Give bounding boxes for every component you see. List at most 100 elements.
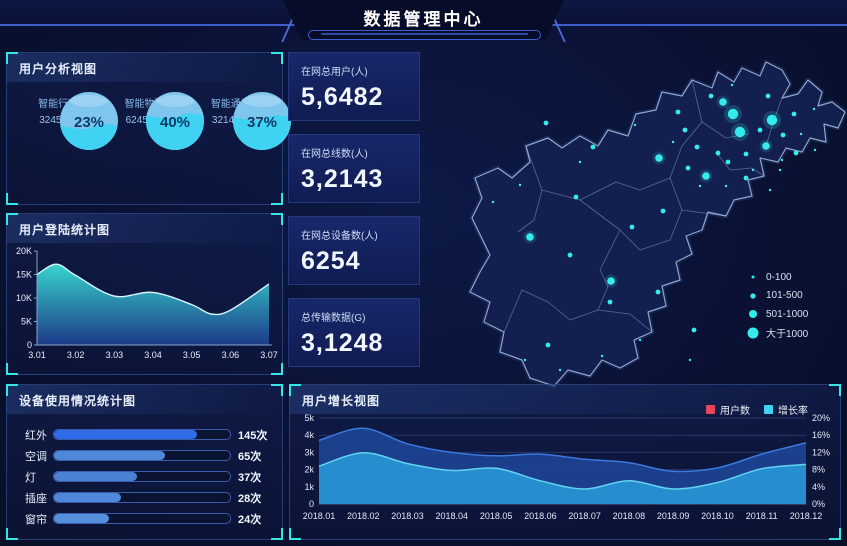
device-bar-fill — [54, 493, 121, 502]
svg-text:3.04: 3.04 — [144, 350, 162, 360]
stat-label: 在网总用户(人) — [301, 67, 368, 78]
device-bar-fill — [54, 514, 109, 523]
svg-text:4%: 4% — [812, 482, 825, 492]
map-dot — [688, 358, 692, 362]
stat-card: 总传输数据(G) 3,1248 — [288, 298, 420, 367]
device-bar-track — [53, 429, 231, 440]
device-usage-bars: 红外 145次 空调 65次灯 37次 插座 28次 窗帘 24次 — [7, 414, 282, 529]
device-bar-value: 65次 — [238, 450, 262, 463]
corner-decoration — [6, 528, 18, 540]
map-dot — [757, 127, 763, 133]
map-legend-dot-icon — [749, 310, 757, 319]
map-dot — [573, 194, 579, 200]
map-dot — [793, 150, 799, 156]
device-bar-value: 24次 — [238, 513, 262, 526]
svg-text:2018.04: 2018.04 — [436, 511, 469, 521]
map-legend-item: 大于1000 — [746, 324, 808, 343]
svg-text:3.01: 3.01 — [28, 350, 46, 360]
svg-text:2018.01: 2018.01 — [303, 511, 336, 521]
svg-text:0: 0 — [27, 340, 32, 350]
map-dot — [727, 108, 739, 120]
map-dot — [578, 160, 582, 164]
svg-text:2018.03: 2018.03 — [391, 511, 424, 521]
map-dot — [694, 144, 700, 150]
header-decoration-inner — [321, 33, 528, 35]
map-dot — [791, 111, 797, 117]
device-bar-track — [53, 513, 231, 524]
map-dot — [633, 123, 637, 127]
gauge-count: 32451人 — [39, 115, 78, 126]
svg-text:8%: 8% — [812, 465, 825, 475]
svg-text:20%: 20% — [812, 413, 830, 423]
corner-decoration — [289, 384, 301, 396]
device-bar-label: 红外 — [25, 429, 47, 442]
map-dot — [682, 127, 688, 133]
device-bar-label: 插座 — [25, 492, 47, 505]
stat-card: 在网总用户(人) 5,6482 — [288, 52, 420, 121]
legend-swatch — [706, 405, 715, 414]
device-bar-row: 窗帘 24次 — [25, 508, 282, 529]
svg-text:1k: 1k — [304, 482, 314, 492]
map-dot — [607, 277, 615, 285]
corner-decoration — [271, 193, 283, 205]
device-bar-track — [53, 492, 231, 503]
svg-text:40%: 40% — [160, 114, 190, 131]
legend-item: 用户数 — [706, 402, 750, 417]
svg-text:2018.05: 2018.05 — [480, 511, 513, 521]
liquid-gauge-chart: 40% — [146, 92, 205, 150]
device-bar-row: 灯 37次 — [25, 466, 282, 487]
stat-value: 3,2143 — [301, 165, 384, 193]
map-dot — [685, 165, 691, 171]
map-dot — [543, 120, 549, 126]
map-dot — [765, 93, 771, 99]
svg-text:20K: 20K — [16, 246, 32, 256]
svg-text:2018.10: 2018.10 — [701, 511, 734, 521]
map-dot — [708, 93, 714, 99]
map-legend-dot-icon — [751, 275, 755, 279]
stat-label: 总传输数据(G) — [301, 313, 366, 324]
svg-text:3.02: 3.02 — [67, 350, 85, 360]
header-decoration — [308, 30, 541, 40]
device-bar-label: 灯 — [25, 471, 36, 484]
liquid-gauge: 37% 智能通讯 32145人 — [191, 90, 291, 150]
map-outline — [469, 61, 846, 387]
map-dot — [743, 175, 749, 181]
svg-text:15K: 15K — [16, 270, 32, 280]
map-dot — [743, 151, 749, 157]
panel-title-user-growth: 用户增长视图 — [290, 385, 840, 414]
map-dot — [698, 184, 702, 188]
svg-text:5K: 5K — [21, 317, 32, 327]
map-dot — [724, 184, 728, 188]
svg-text:37%: 37% — [247, 114, 277, 131]
map-scatter-dots — [491, 83, 817, 372]
stats-cards: 在网总用户(人) 5,6482 在网总线数(人) 3,2143 在网总设备数(人) 625… — [288, 52, 420, 367]
legend-swatch — [764, 405, 773, 414]
svg-text:23%: 23% — [74, 114, 104, 131]
region-map: 0-100 101-500 501-1000 大于1000 — [430, 50, 847, 400]
corner-decoration — [6, 363, 18, 375]
corner-decoration — [6, 193, 18, 205]
svg-text:2018.12: 2018.12 — [790, 511, 823, 521]
svg-text:10K: 10K — [16, 293, 32, 303]
svg-text:4k: 4k — [304, 430, 314, 440]
svg-text:5k: 5k — [304, 413, 314, 423]
liquid-gauge: 23% 智能行政 32451人 — [18, 90, 119, 150]
stat-value: 3,1248 — [301, 329, 384, 357]
corner-decoration — [829, 384, 841, 396]
device-bar-row: 红外 145次 — [25, 424, 282, 445]
svg-text:2018.09: 2018.09 — [657, 511, 690, 521]
corner-decoration — [271, 528, 283, 540]
device-bar-row: 空调 65次 — [25, 445, 282, 466]
map-dot — [567, 252, 573, 258]
map-dot — [523, 358, 527, 362]
login-area-chart: 0 5K 10K 15K 20K 3.01 3.02 3.03 3.04 3.05 3.06 3.07 — [16, 246, 278, 360]
page-title: 数据管理中心 — [363, 10, 484, 29]
map-dot — [813, 148, 817, 152]
device-bar-fill — [54, 472, 137, 481]
gauge-count: 62457人 — [125, 115, 164, 126]
legend-label: 增长率 — [778, 406, 808, 417]
map-legend-label: 101-500 — [766, 290, 803, 302]
corner-decoration — [6, 52, 18, 64]
device-bar-row: 插座 28次 — [25, 487, 282, 508]
